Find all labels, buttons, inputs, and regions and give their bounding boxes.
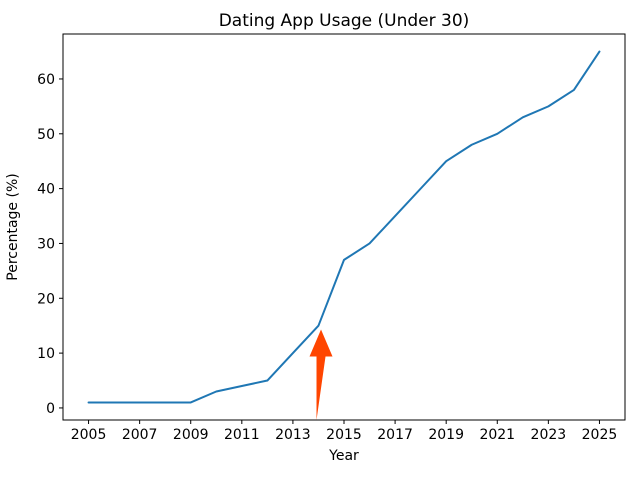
y-tick-label: 30 bbox=[37, 236, 55, 252]
x-tick-label: 2013 bbox=[275, 427, 311, 443]
x-tick-label: 2009 bbox=[173, 427, 209, 443]
y-tick-label: 10 bbox=[37, 346, 55, 362]
x-tick-label: 2005 bbox=[71, 427, 107, 443]
plot-area: 2005 2007 2009 2011 2013 2015 2017 2019 2021 2023… bbox=[37, 33, 626, 443]
x-tick-label: 2015 bbox=[326, 427, 362, 443]
chart-title: Dating App Usage (Under 30) bbox=[219, 11, 470, 31]
y-tick-label: 50 bbox=[37, 127, 55, 143]
x-tick-label: 2011 bbox=[224, 427, 260, 443]
x-tick-label: 2007 bbox=[122, 427, 158, 443]
x-tick-label: 2019 bbox=[428, 427, 464, 443]
axes-spines bbox=[62, 33, 626, 421]
x-tick-label: 2023 bbox=[531, 427, 567, 443]
y-tick-label: 0 bbox=[46, 401, 55, 417]
x-axis-label: Year bbox=[328, 448, 359, 464]
x-tick-label: 2021 bbox=[479, 427, 515, 443]
data-line bbox=[87, 50, 601, 404]
y-axis-label: Percentage (%) bbox=[5, 173, 21, 280]
y-tick-label: 20 bbox=[37, 291, 55, 307]
y-tick-label: 40 bbox=[37, 182, 55, 198]
trend-arrow-annotation bbox=[309, 329, 333, 420]
x-tick-label: 2025 bbox=[582, 427, 618, 443]
y-tick-label: 60 bbox=[37, 72, 55, 88]
x-tick-label: 2017 bbox=[377, 427, 413, 443]
